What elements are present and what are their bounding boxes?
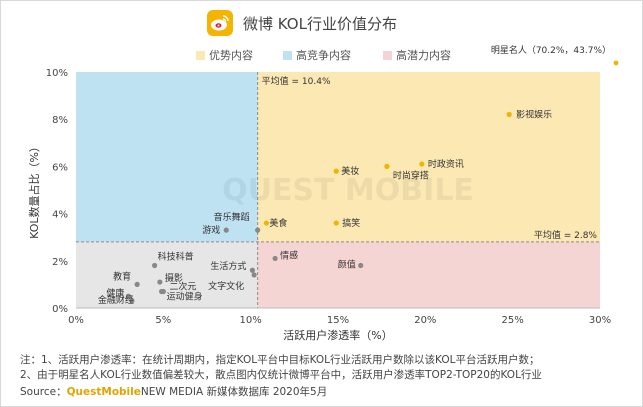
data-point: [249, 267, 256, 273]
x-tick-label: 30%: [589, 315, 611, 326]
watermark-text: QUEST MOBILE: [222, 173, 474, 208]
chart-title: 微博 KOL行业价值分布: [243, 15, 397, 33]
quadrant-advantage: [257, 72, 600, 242]
footnote-1: 注：1、活跃用户渗透率：在统计周期内，指定KOL平台中目标KOL行业活跃用户数除…: [20, 354, 540, 366]
data-point: [506, 111, 512, 118]
legend-swatch-competitive: [283, 51, 292, 60]
point-label: 运动健身: [167, 290, 203, 302]
legend-item-advantage: 优势内容: [196, 47, 253, 63]
chart-header: 微博 KOL行业价值分布: [0, 10, 643, 38]
y-tick-label: 6%: [52, 162, 68, 173]
x-tick-label: 10%: [240, 315, 262, 326]
x-tick-label: 0%: [68, 315, 84, 326]
point-label: 颜值: [338, 259, 356, 271]
quadrant-high-competition: [76, 72, 258, 242]
data-point: [358, 262, 364, 269]
data-point: [125, 293, 131, 299]
quadrant-other: [76, 241, 258, 308]
data-point: [263, 220, 269, 226]
y-tick-label: 0%: [52, 304, 68, 315]
x-tick-label: 25%: [502, 315, 524, 326]
avg-x-label: 平均值 = 10.4%: [262, 75, 331, 87]
legend-item-potential: 高潜力内容: [383, 47, 451, 63]
source-brand: QuestMobile: [66, 386, 141, 398]
x-tick-label: 15%: [327, 315, 349, 326]
data-point: [333, 168, 339, 174]
source-prefix: Source：: [20, 386, 67, 398]
data-point: [384, 163, 390, 169]
legend-swatch-advantage: [196, 51, 205, 60]
point-label: 二次元: [169, 280, 196, 292]
data-point: [251, 272, 257, 278]
x-tick-label: 5%: [155, 315, 171, 326]
weibo-logo-icon: [207, 10, 233, 36]
point-label: 音乐舞蹈: [214, 211, 250, 223]
point-label: 摄影: [165, 272, 183, 284]
outlier-point: [613, 60, 619, 66]
point-label: 美食: [269, 217, 287, 229]
data-point: [419, 161, 425, 167]
point-label: 情感: [280, 249, 298, 261]
y-tick-label: 8%: [52, 115, 68, 126]
point-label: 时尚穿搭: [393, 169, 429, 181]
point-label: 搞笑: [342, 217, 360, 229]
data-point: [255, 227, 261, 233]
point-label: 影视娱乐: [516, 108, 552, 120]
y-tick-label: 2%: [52, 257, 68, 268]
data-point: [333, 220, 339, 226]
point-label: 游戏: [202, 224, 220, 236]
point-label: 科技科普: [158, 251, 194, 263]
point-label: 文字文化: [208, 280, 244, 292]
legend-item-competitive: 高竞争内容: [283, 47, 351, 63]
quadrant-high-potential: [257, 241, 600, 308]
data-point: [158, 288, 165, 295]
legend-label-advantage: 优势内容: [209, 49, 253, 62]
y-axis-title: KOL数量占比（%）: [27, 141, 41, 239]
x-axis-title: 活跃用户渗透率（%）: [283, 328, 392, 342]
data-point: [129, 298, 135, 304]
legend-label-competitive: 高竞争内容: [296, 49, 351, 62]
data-point: [134, 281, 140, 287]
point-label: 美妆: [341, 165, 359, 177]
point-label: 生活方式: [210, 260, 246, 272]
point-label: 健康: [106, 287, 124, 299]
data-point: [272, 255, 278, 262]
point-label: 金融财经: [98, 294, 134, 306]
y-tick-label: 10%: [46, 68, 68, 79]
point-label: 时政资讯: [428, 158, 464, 170]
legend-swatch-potential: [383, 51, 392, 60]
data-point: [157, 279, 163, 285]
y-tick-label: 4%: [52, 210, 68, 221]
x-tick-label: 20%: [414, 315, 436, 326]
data-point: [223, 227, 229, 233]
avg-y-label: 平均值 = 2.8%: [534, 229, 598, 241]
point-label: 教育: [113, 270, 131, 282]
legend-label-potential: 高潜力内容: [396, 49, 451, 62]
data-point: [152, 262, 158, 269]
source-rest: NEW MEDIA 新媒体数据库 2020年5月: [140, 386, 328, 398]
footnote-2: 2、由于明星名人KOL行业数值偏差较大，散点图内仅统计微博平台中，活跃用户渗透率…: [20, 369, 542, 381]
outlier-label: 明星名人（70.2%，43.7%）: [491, 44, 611, 56]
source-line: Source：QuestMobileNEW MEDIA 新媒体数据库 2020年…: [20, 384, 327, 399]
